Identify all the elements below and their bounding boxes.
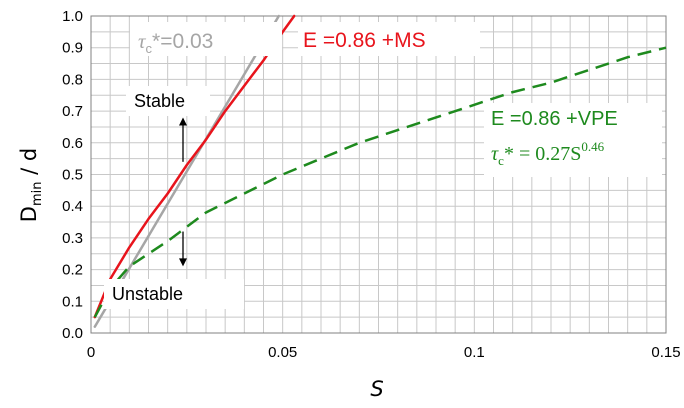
tick-labels: 0.0 0.1 0.2 0.3 0.4 0.5 0.6 0.7 0.8 0.9 1.0 0 0.05 0.… [62,8,680,361]
red-label-box [298,22,480,56]
plot-frame [90,15,667,334]
y-tick-label: 0.7 [62,103,83,120]
y-tick-label: 0.6 [62,135,83,152]
unstable-label-box [104,279,244,309]
y-tick-label: 0.1 [62,293,83,310]
arrow-head [179,258,187,267]
gray-label-tau: τ [138,29,147,53]
y-axis-label: Dmin / d [17,148,45,222]
green-series-label-1: E =0.86 +VPE [491,108,618,130]
y-tick-label: 1.0 [62,8,83,25]
x-tick-label: 0.1 [464,344,485,361]
arrow-head [179,117,187,126]
green-label-sub: c [498,153,504,168]
green-label-tau: τ [491,143,499,165]
arrows-group [179,117,187,267]
green-label-mid: * = 0.27S [504,143,581,165]
gray-label-tail: *=0.03 [152,30,213,53]
green-series-label-2: τc* = 0.27S0.46 [491,139,605,168]
y-tick-label: 0.0 [62,325,83,342]
y-tick-label: 0.3 [62,230,83,247]
y-tick-label: 0.9 [62,40,83,57]
x-tick-label: 0 [87,344,95,361]
green-label-sup: 0.46 [581,139,604,154]
gray-label-box [130,22,282,56]
series-line [93,14,281,328]
y-axis-label-main: D [17,206,41,222]
stable-label-box [126,86,210,116]
x-axis-label: S [370,377,383,401]
y-tick-label: 0.2 [62,262,83,279]
red-series-label: E =0.86 +MS [303,29,426,52]
y-axis-label-sub: min [30,182,45,207]
green-label-box [484,103,662,177]
gray-label-sub: c [146,41,153,56]
unstable-label: Unstable [112,284,183,304]
x-tick-label: 0.05 [268,344,297,361]
y-tick-label: 0.5 [62,167,83,184]
series-line [93,46,667,318]
gray-series-label: τc*=0.03 [138,29,213,56]
y-tick-label: 0.8 [62,71,83,88]
stable-label: Stable [134,91,185,111]
y-tick-label: 0.4 [62,198,83,215]
x-tick-label: 0.15 [651,344,680,361]
y-axis-label-tail: / d [17,148,41,182]
